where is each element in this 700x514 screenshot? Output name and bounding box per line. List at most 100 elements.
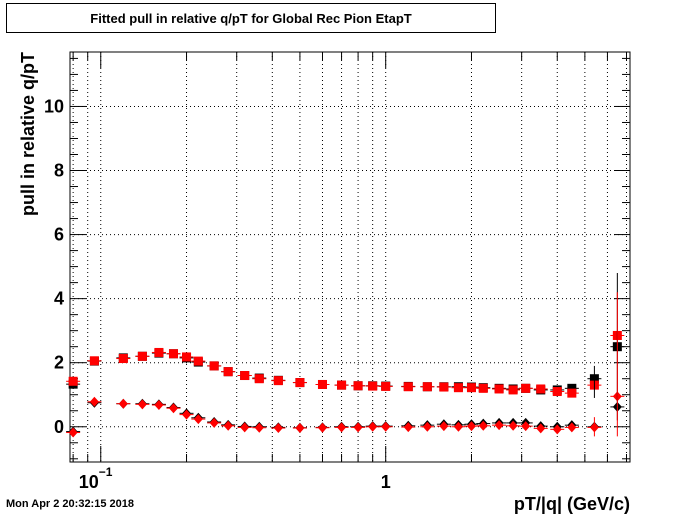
diamond-marker [89,396,99,407]
series-1-point [87,356,102,366]
diamond-marker [453,421,463,432]
square-marker [254,374,264,384]
diamond-marker [403,422,413,433]
series-3-point [518,421,533,432]
series-3-point [66,427,81,438]
series-3-point [151,399,166,410]
chart-title: Fitted pull in relative q/pT for Global … [90,11,412,26]
series-1-point [550,387,565,397]
square-marker [223,367,233,377]
series-3-point [550,424,565,435]
series-1-point [420,382,435,392]
square-marker [353,381,363,391]
series-3-point [492,420,507,431]
series-1-point [401,382,416,392]
diamond-marker [337,422,347,433]
series-1-point [292,378,307,388]
square-marker [478,383,488,393]
series-1-point [334,380,349,390]
series-1-point [151,347,166,357]
square-marker [240,371,250,381]
series-1-point [315,379,330,389]
diamond-marker [273,423,283,434]
diamond-marker [182,409,192,420]
x-axis-title: pT/|q| (GeV/c) [514,494,630,514]
series-1-point [207,361,222,371]
square-marker [209,361,219,371]
diamond-marker [381,421,391,432]
x-tick-label: 1 [381,472,391,492]
square-marker [68,376,78,386]
square-marker [508,385,518,395]
square-marker [381,381,391,391]
diamond-marker [567,422,577,433]
series-3-point [564,422,579,433]
y-tick-label: 8 [54,161,64,181]
series-3-point [207,417,222,428]
square-marker [536,384,546,394]
series-3-point [191,414,206,425]
series-3-point [378,421,393,432]
square-marker [422,382,432,392]
square-marker [118,354,128,364]
diamond-marker [466,421,476,432]
series-3-point [221,420,236,431]
series-3-point [506,420,521,431]
x-tick-label: 10 [79,472,99,492]
series-1-point [191,356,206,366]
series-3-point [135,399,150,410]
y-tick-label: 6 [54,225,64,245]
series-3-point [351,422,366,433]
diamond-marker [536,423,546,434]
diamond-marker [552,424,562,435]
y-tick-label: 10 [44,96,64,116]
diamond-marker [478,420,488,431]
diamond-marker [240,422,250,433]
diamond-marker [209,417,219,428]
square-marker [168,349,178,359]
square-marker [154,347,164,357]
y-tick-label: 2 [54,353,64,373]
series-1-point [271,376,286,386]
square-marker [182,352,192,362]
series-3-point [401,422,416,433]
series-1-point [476,383,491,393]
axis-labels: pT/|q| (GeV/c) pull in relative q/pT 0 2 4… [18,52,630,514]
series-1-point [464,383,479,393]
axes [69,51,631,463]
series-3-point [166,403,181,414]
series-1-point [135,351,150,361]
series-3-point [476,420,491,431]
diamond-marker [508,420,518,431]
diamond-marker [193,414,203,425]
series-1-point [252,374,267,384]
series-1-point [436,382,451,392]
square-marker [439,382,449,392]
diamond-marker [68,427,78,438]
series-1-point [237,371,252,381]
series-3-point [292,423,307,434]
series-3-point [464,421,479,432]
diamond-marker [353,422,363,433]
diamond-marker [422,421,432,432]
diamond-marker [494,420,504,431]
y-tick-label: 0 [54,417,64,437]
square-marker [273,376,283,386]
diamond-marker [154,399,164,410]
series-1-point [564,388,579,398]
series-3-point [533,423,548,434]
square-marker [337,380,347,390]
y-axis-title: pull in relative q/pT [18,52,38,216]
diamond-marker [137,399,147,410]
series-1-point [179,352,194,362]
series-1-point [116,354,131,364]
series-1-point [451,383,466,393]
square-marker [567,383,577,393]
series-3-point [237,422,252,433]
square-marker [89,356,99,366]
series-3-point [252,422,267,433]
chart-title-box: Fitted pull in relative q/pT for Global … [6,3,496,33]
timestamp-footer: Mon Apr 2 20:32:15 2018 [6,498,134,510]
series-1-point [518,383,533,393]
